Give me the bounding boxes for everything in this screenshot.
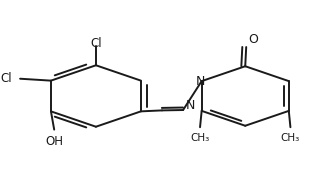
Text: N: N <box>195 75 205 88</box>
Text: CH₃: CH₃ <box>281 133 300 143</box>
Text: CH₃: CH₃ <box>191 133 210 143</box>
Text: OH: OH <box>45 135 63 148</box>
Text: Cl: Cl <box>90 37 102 50</box>
Text: N: N <box>186 99 195 112</box>
Text: O: O <box>248 33 257 46</box>
Text: Cl: Cl <box>1 72 12 85</box>
